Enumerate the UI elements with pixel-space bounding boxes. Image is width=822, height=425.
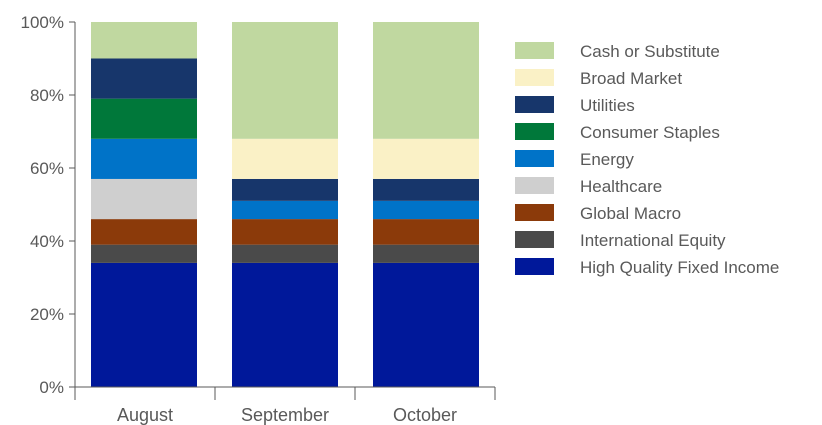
bar-segment — [232, 138, 338, 179]
legend-swatch — [515, 258, 554, 275]
bar-segment — [373, 22, 479, 139]
bar-segment — [91, 58, 197, 99]
bar-segment — [373, 262, 479, 387]
y-tick-label: 20% — [30, 305, 64, 324]
bar-segment — [232, 219, 338, 245]
bar-segment — [373, 178, 479, 201]
bar-segment — [373, 219, 479, 245]
bar-segment — [232, 22, 338, 139]
legend-swatch — [515, 204, 554, 221]
legend-label: Healthcare — [580, 177, 662, 196]
bar-segment — [232, 200, 338, 220]
bar-segment — [232, 244, 338, 263]
legend-label: Consumer Staples — [580, 123, 720, 142]
bar-segment — [91, 219, 197, 245]
x-axis-ticks: August September October — [74, 387, 496, 425]
bar-segment — [91, 98, 197, 139]
legend-label: Utilities — [580, 96, 635, 115]
bar-segment — [373, 244, 479, 263]
bar-segment — [91, 178, 197, 220]
y-axis-ticks: 0% 20% 40% 60% 80% 100% — [21, 13, 75, 397]
legend-swatch — [515, 42, 554, 59]
legend-label: Global Macro — [580, 204, 681, 223]
x-category-label: October — [393, 405, 457, 425]
legend-label: Energy — [580, 150, 634, 169]
x-category-label: August — [117, 405, 173, 425]
y-tick-label: 0% — [39, 378, 64, 397]
legend: Cash or Substitute Broad Market Utilities C… — [515, 42, 779, 277]
legend-swatch — [515, 96, 554, 113]
legend-label: International Equity — [580, 231, 726, 250]
legend-swatch — [515, 231, 554, 248]
legend-swatch — [515, 123, 554, 140]
y-tick-label: 100% — [21, 13, 64, 32]
legend-swatch — [515, 69, 554, 86]
legend-label: Broad Market — [580, 69, 682, 88]
legend-label: Cash or Substitute — [580, 42, 720, 61]
bar-segment — [91, 138, 197, 179]
bar-segment — [373, 138, 479, 179]
legend-swatch — [515, 177, 554, 194]
legend-swatch — [515, 150, 554, 167]
y-tick-label: 40% — [30, 232, 64, 251]
legend-label: High Quality Fixed Income — [580, 258, 779, 277]
bar-segment — [91, 22, 197, 59]
x-category-label: September — [241, 405, 329, 425]
bar-segment — [232, 262, 338, 387]
y-tick-label: 80% — [30, 86, 64, 105]
y-tick-label: 60% — [30, 159, 64, 178]
bar-segment — [232, 178, 338, 201]
bar-segment — [373, 200, 479, 220]
bars-group — [91, 22, 479, 387]
bar-segment — [91, 244, 197, 263]
bar-segment — [91, 262, 197, 387]
